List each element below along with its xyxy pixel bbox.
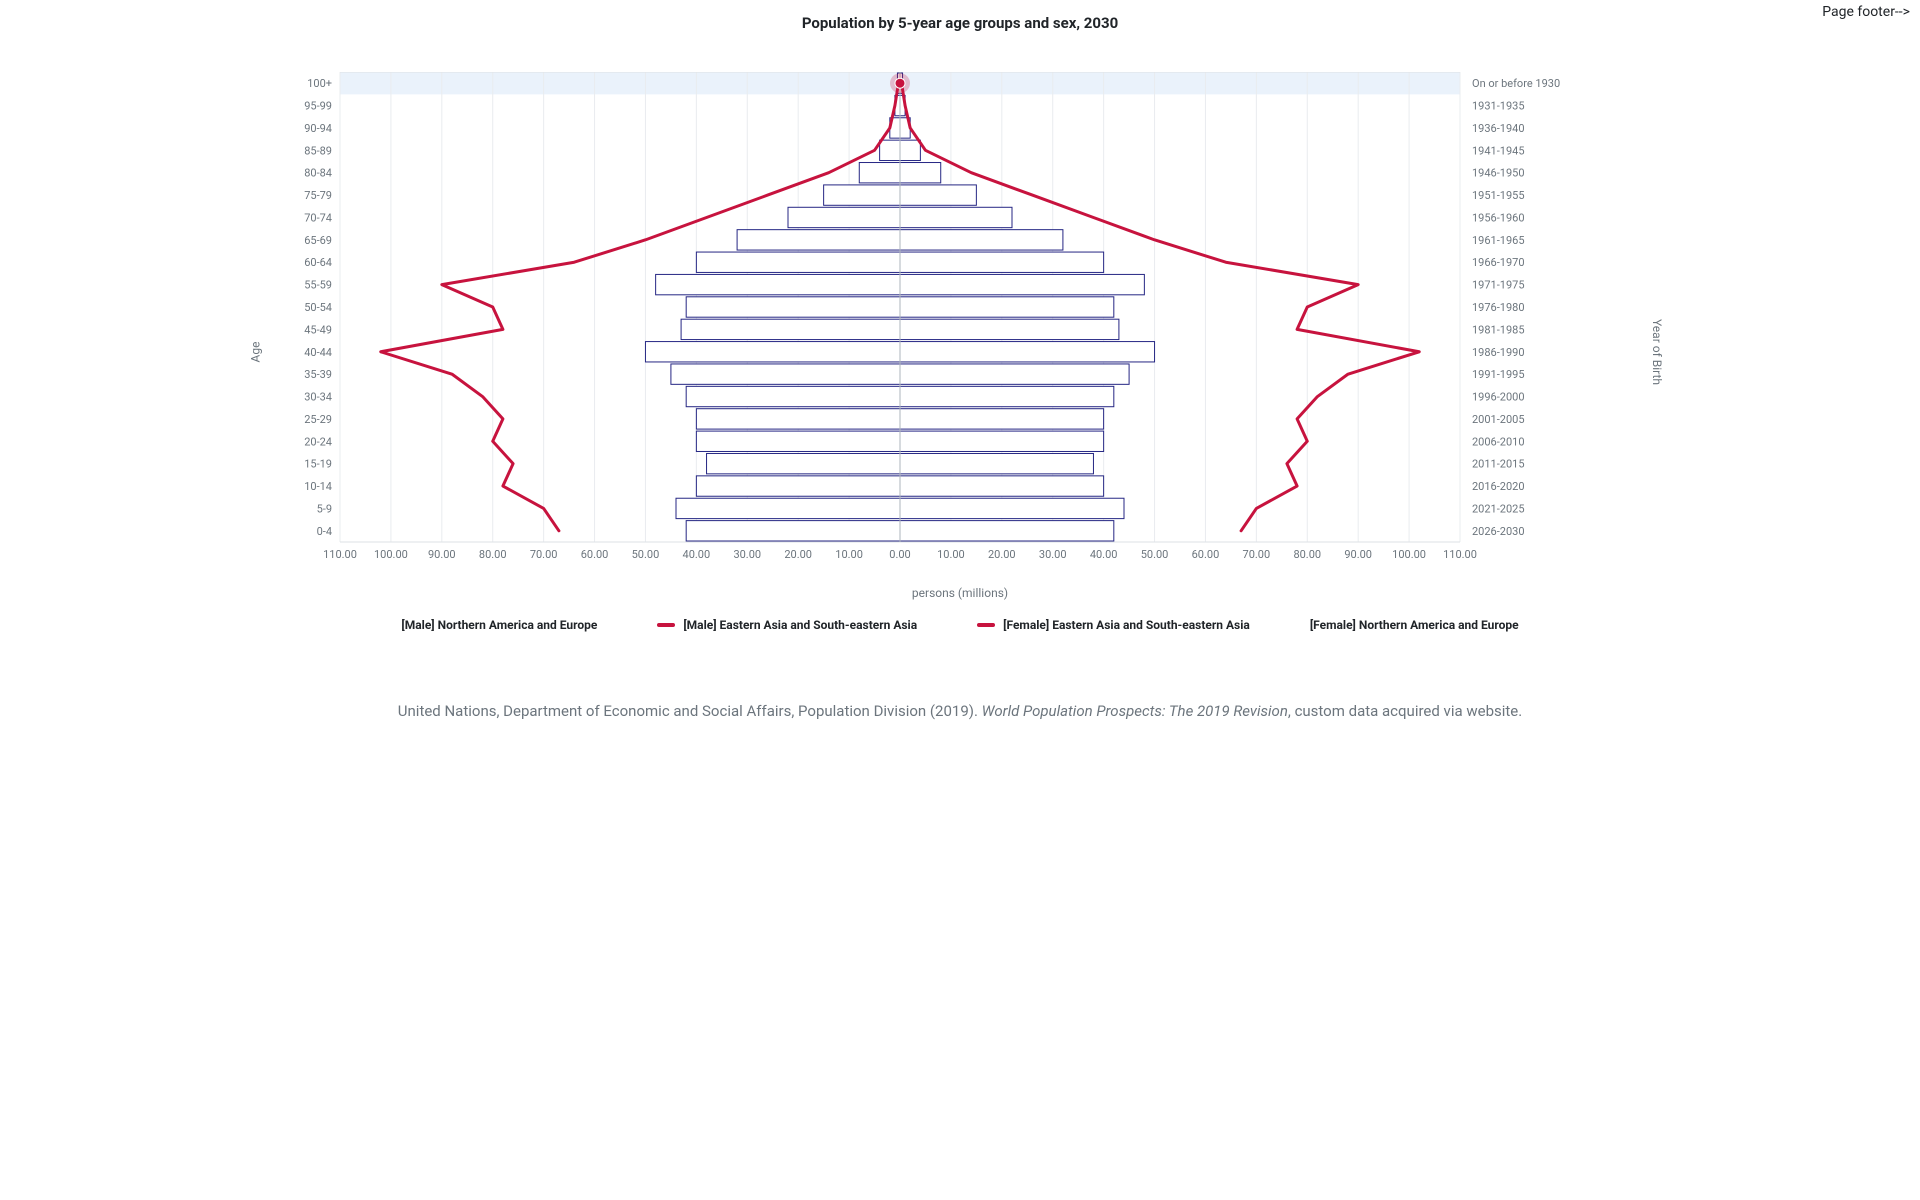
- stray-footer-text: Page footer-->: [1822, 4, 1910, 20]
- svg-text:1986-1990: 1986-1990: [1472, 346, 1525, 359]
- svg-text:60.00: 60.00: [581, 548, 609, 561]
- svg-text:50.00: 50.00: [632, 548, 660, 561]
- citation-suffix: , custom data acquired via website.: [1288, 702, 1522, 720]
- svg-text:2021-2025: 2021-2025: [1472, 502, 1525, 515]
- svg-text:30.00: 30.00: [733, 548, 761, 561]
- svg-text:30-34: 30-34: [304, 391, 332, 404]
- svg-text:80.00: 80.00: [479, 548, 507, 561]
- legend-label: [Male] Northern America and Europe: [401, 618, 597, 632]
- svg-text:90-94: 90-94: [304, 122, 332, 135]
- svg-text:110.00: 110.00: [323, 548, 357, 561]
- svg-text:On or before 1930: On or before 1930: [1472, 77, 1560, 90]
- svg-text:75-79: 75-79: [304, 189, 332, 202]
- svg-text:65-69: 65-69: [304, 234, 332, 247]
- svg-text:1951-1955: 1951-1955: [1472, 189, 1525, 202]
- svg-text:50.00: 50.00: [1141, 548, 1169, 561]
- legend-label: [Female] Northern America and Europe: [1310, 618, 1519, 632]
- svg-text:60-64: 60-64: [304, 256, 332, 269]
- svg-text:60.00: 60.00: [1192, 548, 1220, 561]
- svg-text:1971-1975: 1971-1975: [1472, 279, 1525, 292]
- svg-text:1956-1960: 1956-1960: [1472, 211, 1525, 224]
- svg-text:1931-1935: 1931-1935: [1472, 100, 1525, 113]
- svg-text:10-14: 10-14: [304, 480, 332, 493]
- svg-text:40.00: 40.00: [1090, 548, 1118, 561]
- svg-text:5-9: 5-9: [317, 502, 332, 515]
- svg-text:100.00: 100.00: [374, 548, 408, 561]
- svg-text:90.00: 90.00: [428, 548, 456, 561]
- chart-legend: [Male] Northern America and Europe [Male]…: [260, 618, 1660, 632]
- svg-text:90.00: 90.00: [1344, 548, 1372, 561]
- svg-text:2001-2005: 2001-2005: [1472, 413, 1525, 426]
- citation-italic: World Population Prospects: The 2019 Rev…: [982, 702, 1288, 720]
- svg-text:2006-2010: 2006-2010: [1472, 435, 1525, 448]
- svg-text:100+: 100+: [307, 77, 332, 90]
- svg-text:70.00: 70.00: [530, 548, 558, 561]
- svg-text:30.00: 30.00: [1039, 548, 1067, 561]
- legend-item[interactable]: [Female] Northern America and Europe: [1310, 618, 1519, 632]
- chart-title: Population by 5-year age groups and sex,…: [0, 14, 1920, 32]
- y-axis-left-label: Age: [248, 342, 262, 363]
- svg-text:0-4: 0-4: [317, 525, 332, 538]
- svg-text:95-99: 95-99: [304, 100, 332, 113]
- x-axis-label: persons (millions): [260, 586, 1660, 600]
- svg-text:85-89: 85-89: [304, 144, 332, 157]
- svg-text:1941-1945: 1941-1945: [1472, 144, 1525, 157]
- citation-prefix: United Nations, Department of Economic a…: [398, 702, 982, 720]
- svg-text:1961-1965: 1961-1965: [1472, 234, 1525, 247]
- svg-text:10.00: 10.00: [937, 548, 965, 561]
- svg-text:55-59: 55-59: [304, 279, 332, 292]
- svg-text:40-44: 40-44: [304, 346, 332, 359]
- svg-text:80.00: 80.00: [1293, 548, 1321, 561]
- svg-text:80-84: 80-84: [304, 167, 332, 180]
- svg-text:25-29: 25-29: [304, 413, 332, 426]
- svg-text:2016-2020: 2016-2020: [1472, 480, 1525, 493]
- chart-svg: 0.00 10.00 10.00 20.00 20.00 30.00 30.00 40.00 4…: [260, 72, 1660, 582]
- svg-text:1966-1970: 1966-1970: [1472, 256, 1525, 269]
- svg-text:1976-1980: 1976-1980: [1472, 301, 1525, 314]
- svg-text:1991-1995: 1991-1995: [1472, 368, 1525, 381]
- svg-text:70-74: 70-74: [304, 211, 332, 224]
- svg-text:1946-1950: 1946-1950: [1472, 167, 1525, 180]
- svg-text:2011-2015: 2011-2015: [1472, 458, 1525, 471]
- svg-text:100.00: 100.00: [1392, 548, 1426, 561]
- svg-text:110.00: 110.00: [1443, 548, 1477, 561]
- y-axis-right-label: Year of Birth: [1650, 319, 1664, 385]
- svg-text:45-49: 45-49: [304, 323, 332, 336]
- svg-text:10.00: 10.00: [835, 548, 863, 561]
- svg-text:20.00: 20.00: [988, 548, 1016, 561]
- svg-text:20.00: 20.00: [784, 548, 812, 561]
- legend-swatch: [657, 623, 675, 627]
- svg-text:1936-1940: 1936-1940: [1472, 122, 1525, 135]
- legend-item[interactable]: [Male] Northern America and Europe: [401, 618, 597, 632]
- legend-item[interactable]: [Male] Eastern Asia and South-eastern As…: [657, 618, 917, 632]
- svg-text:1996-2000: 1996-2000: [1472, 391, 1525, 404]
- svg-text:50-54: 50-54: [304, 301, 332, 314]
- legend-item[interactable]: [Female] Eastern Asia and South-eastern …: [977, 618, 1250, 632]
- svg-text:20-24: 20-24: [304, 435, 332, 448]
- legend-label: [Female] Eastern Asia and South-eastern …: [1003, 618, 1250, 632]
- population-pyramid-chart: Age Year of Birth 0.0010.0010.0020.0020.…: [260, 72, 1660, 632]
- svg-text:2026-2030: 2026-2030: [1472, 525, 1525, 538]
- svg-text:40.00: 40.00: [683, 548, 711, 561]
- svg-text:70.00: 70.00: [1243, 548, 1271, 561]
- svg-text:15-19: 15-19: [304, 458, 332, 471]
- legend-label: [Male] Eastern Asia and South-eastern As…: [683, 618, 917, 632]
- svg-text:35-39: 35-39: [304, 368, 332, 381]
- svg-text:0.00: 0.00: [889, 548, 910, 561]
- citation: United Nations, Department of Economic a…: [0, 702, 1920, 720]
- legend-swatch: [977, 623, 995, 627]
- svg-text:1981-1985: 1981-1985: [1472, 323, 1525, 336]
